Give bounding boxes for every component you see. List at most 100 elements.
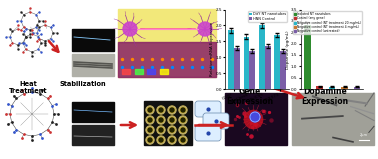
Point	[9, 30, 15, 33]
Text: Gene
Expression: Gene Expression	[226, 87, 274, 106]
Circle shape	[179, 136, 187, 144]
Point	[11, 131, 17, 134]
Point	[23, 36, 29, 38]
Point	[29, 33, 35, 35]
Point	[36, 10, 42, 13]
Point	[18, 20, 24, 22]
Point	[20, 51, 26, 53]
Bar	[259, 25, 265, 89]
Circle shape	[157, 116, 165, 124]
Circle shape	[157, 106, 165, 114]
Circle shape	[146, 126, 154, 134]
Point	[5, 123, 11, 125]
Point	[29, 29, 35, 31]
Point	[199, 58, 205, 60]
Point	[252, 122, 258, 125]
Point	[42, 44, 48, 46]
Bar	[135, 69, 143, 74]
Point	[23, 35, 29, 38]
Point	[129, 58, 135, 60]
Point	[47, 131, 53, 134]
Bar	[72, 125, 114, 145]
Circle shape	[148, 118, 152, 122]
Bar	[72, 29, 114, 51]
Point	[260, 110, 266, 112]
Point	[38, 42, 44, 44]
Point	[19, 137, 25, 139]
Point	[15, 48, 21, 50]
Point	[245, 133, 251, 135]
Point	[45, 128, 51, 131]
Point	[36, 26, 42, 29]
Point	[249, 126, 255, 129]
Point	[149, 58, 155, 60]
Point	[27, 36, 33, 38]
Point	[29, 87, 35, 89]
Point	[6, 44, 12, 47]
Point	[50, 32, 56, 34]
Point	[15, 28, 21, 30]
Circle shape	[148, 138, 152, 142]
Circle shape	[146, 106, 154, 114]
Point	[42, 20, 48, 22]
Point	[34, 23, 40, 26]
Point	[19, 89, 25, 91]
Bar	[118, 9, 216, 77]
Point	[45, 97, 51, 100]
Point	[35, 48, 41, 51]
Point	[3, 36, 9, 38]
Circle shape	[198, 22, 212, 36]
Point	[248, 135, 254, 138]
Point	[21, 13, 27, 16]
Circle shape	[168, 116, 176, 124]
Point	[20, 92, 26, 95]
Circle shape	[157, 126, 165, 134]
Point	[30, 32, 36, 34]
Point	[16, 42, 22, 44]
Point	[42, 24, 48, 26]
Point	[139, 58, 145, 60]
Bar	[304, 25, 311, 89]
Circle shape	[170, 138, 174, 142]
Point	[29, 135, 35, 137]
Point	[36, 20, 42, 22]
Point	[53, 123, 59, 125]
Point	[21, 26, 27, 29]
Point	[49, 104, 55, 107]
Point	[5, 103, 11, 105]
Bar	[274, 35, 280, 89]
Bar	[147, 69, 155, 74]
Circle shape	[181, 108, 185, 112]
Point	[36, 29, 42, 31]
Circle shape	[159, 108, 163, 112]
Point	[249, 118, 256, 121]
Circle shape	[159, 138, 163, 142]
Point	[129, 66, 135, 68]
Bar	[341, 87, 348, 89]
Point	[9, 121, 15, 124]
Point	[50, 40, 56, 43]
Point	[9, 41, 15, 44]
Point	[15, 24, 21, 26]
Point	[3, 113, 9, 115]
Point	[42, 42, 48, 44]
Point	[29, 51, 35, 53]
Point	[37, 133, 43, 136]
Legend: Isolated NT nanotubes, Control (any gene), Negative control (NT treatment 20 mg/: Isolated NT nanotubes, Control (any gene…	[293, 11, 362, 34]
Point	[20, 133, 26, 136]
Point	[37, 92, 43, 95]
Point	[15, 44, 21, 46]
Point	[27, 33, 33, 35]
Point	[179, 66, 185, 68]
Point	[169, 66, 175, 68]
Point	[20, 33, 26, 35]
Circle shape	[181, 128, 185, 132]
Point	[38, 33, 44, 35]
Point	[6, 27, 12, 30]
Circle shape	[179, 126, 187, 134]
Circle shape	[148, 128, 152, 132]
Bar	[72, 54, 114, 76]
Point	[29, 91, 35, 93]
Circle shape	[170, 128, 174, 132]
Point	[39, 137, 45, 139]
